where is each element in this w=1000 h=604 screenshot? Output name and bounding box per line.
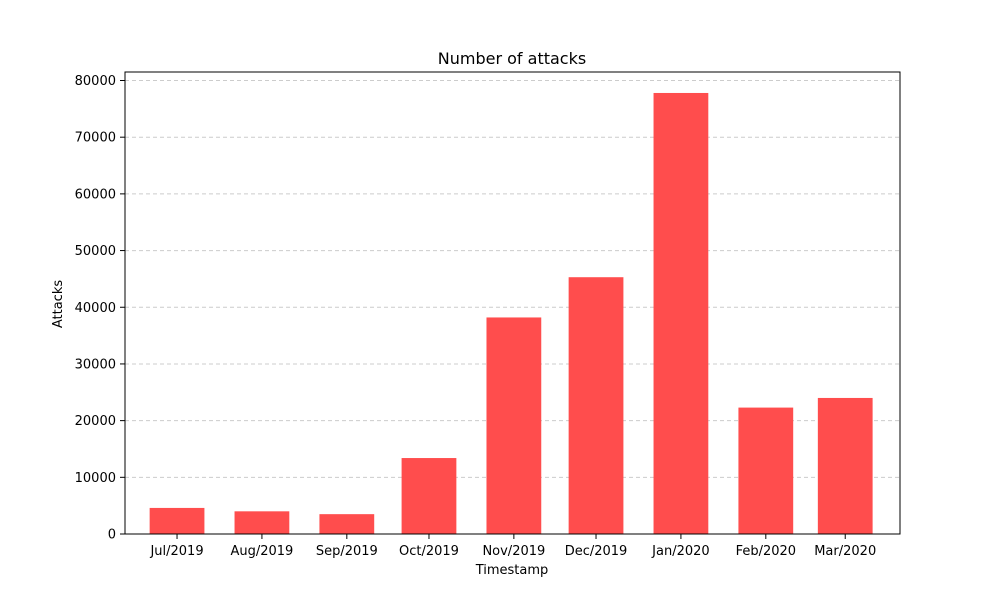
y-tick-label-8: 80000: [75, 74, 116, 89]
plot-frame: [124, 71, 901, 535]
x-tick-label-0: Jul/2019: [149, 544, 203, 559]
bar-0: [149, 507, 205, 534]
y-tick-label-4: 40000: [75, 301, 116, 316]
y-axis-label: Attacks: [51, 280, 66, 329]
bar-5: [568, 277, 624, 534]
y-tick-label-5: 50000: [75, 244, 116, 259]
x-axis-label: Timestamp: [475, 563, 549, 578]
bar-3: [401, 458, 457, 534]
y-tick-label-0: 0: [108, 528, 116, 543]
chart-title: Number of attacks: [438, 49, 586, 68]
bar-7: [738, 407, 794, 534]
x-tick-label-1: Aug/2019: [230, 544, 293, 559]
bar-4: [486, 317, 542, 534]
y-tick-label-7: 70000: [75, 131, 116, 146]
x-tick-label-2: Sep/2019: [316, 544, 378, 559]
y-tick-label-1: 10000: [75, 471, 116, 486]
y-tick-label-3: 30000: [75, 357, 116, 372]
x-tick-label-4: Nov/2019: [482, 544, 545, 559]
y-tick-label-6: 60000: [75, 187, 116, 202]
x-tick-label-5: Dec/2019: [565, 544, 628, 559]
bar-1: [234, 511, 290, 534]
grid-lines: [125, 80, 900, 535]
x-tick-label-3: Oct/2019: [399, 544, 459, 559]
x-tick-label-7: Feb/2020: [736, 544, 796, 559]
y-tick-label-2: 20000: [75, 414, 116, 429]
bar-2: [319, 514, 375, 534]
x-tick-label-6: Jan/2020: [651, 544, 710, 559]
bar-8: [817, 397, 873, 534]
x-tick-label-8: Mar/2020: [814, 544, 876, 559]
bars: [149, 92, 873, 534]
axes: 0 10000 20000 30000 40000 50000 60000 70000 8000…: [75, 71, 901, 559]
bar-6: [653, 92, 709, 534]
